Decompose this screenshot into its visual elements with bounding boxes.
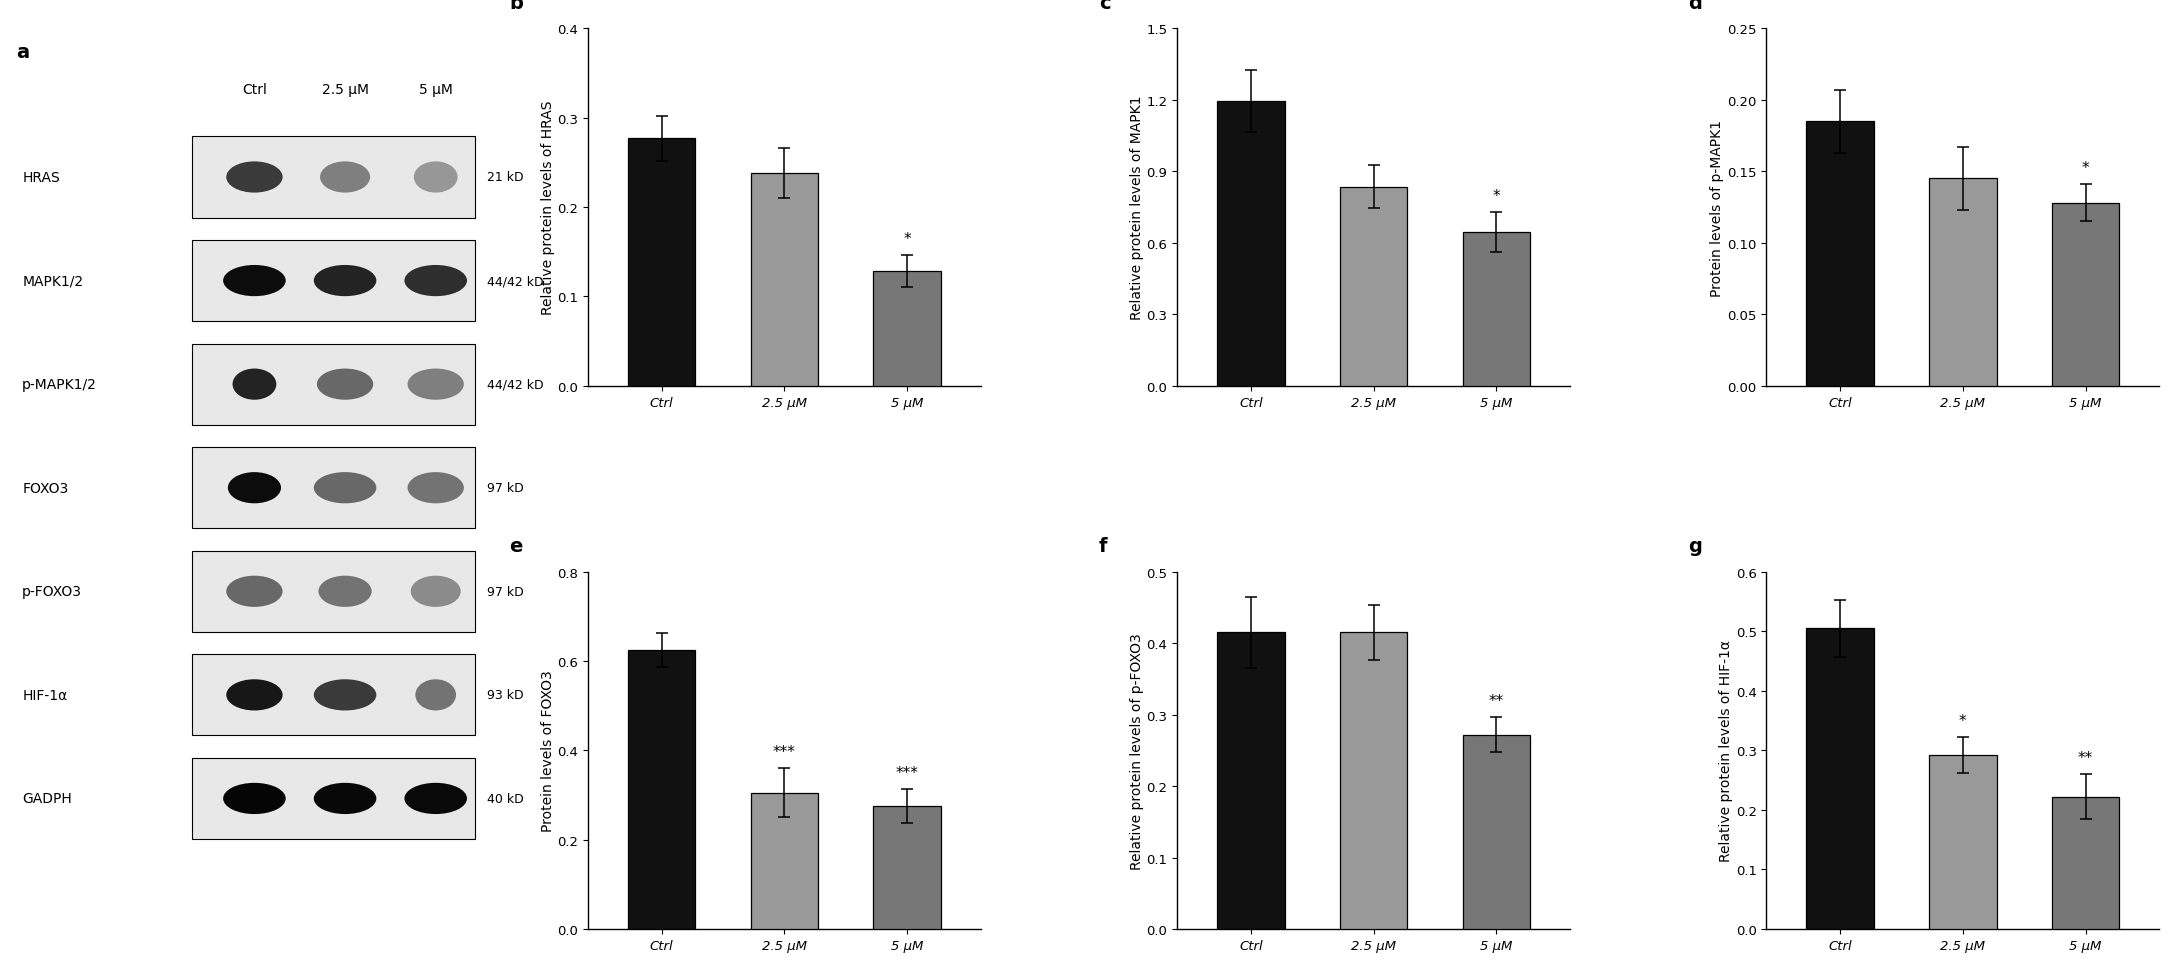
Text: GADPH: GADPH [22, 791, 72, 806]
Bar [1929, 179, 1996, 386]
Bar [751, 174, 818, 386]
Text: ***: *** [773, 744, 796, 760]
Text: Ctrl: Ctrl [243, 83, 267, 97]
Ellipse shape [226, 680, 282, 711]
Ellipse shape [315, 472, 375, 504]
Y-axis label: Relative protein levels of HIF-1α: Relative protein levels of HIF-1α [1719, 640, 1734, 862]
Text: ***: *** [896, 766, 918, 780]
Text: *: * [1493, 189, 1499, 203]
Text: g: g [1688, 536, 1701, 556]
Text: 97 kD: 97 kD [486, 585, 523, 599]
FancyBboxPatch shape [193, 137, 475, 218]
Text: HIF-1α: HIF-1α [22, 689, 67, 702]
Text: 93 kD: 93 kD [486, 689, 523, 701]
Text: 44/42 kD: 44/42 kD [486, 275, 542, 288]
Text: d: d [1688, 0, 1701, 13]
Text: b: b [510, 0, 523, 13]
Ellipse shape [228, 472, 282, 504]
Y-axis label: Relative protein levels of HRAS: Relative protein levels of HRAS [540, 101, 556, 315]
Bar [1805, 122, 1873, 386]
Text: FOXO3: FOXO3 [22, 481, 69, 495]
Text: 40 kD: 40 kD [486, 792, 523, 805]
FancyBboxPatch shape [193, 758, 475, 839]
Ellipse shape [319, 576, 371, 607]
Ellipse shape [315, 266, 375, 297]
Bar [2053, 797, 2120, 929]
Bar [872, 807, 942, 929]
Text: a: a [17, 43, 30, 62]
Bar [627, 139, 694, 386]
Text: HRAS: HRAS [22, 171, 61, 185]
Text: 2.5 μM: 2.5 μM [321, 83, 369, 97]
Ellipse shape [232, 369, 276, 400]
Y-axis label: Protein levels of p-MAPK1: Protein levels of p-MAPK1 [1710, 119, 1725, 296]
Text: *: * [903, 232, 911, 247]
Text: **: ** [1489, 693, 1504, 708]
Ellipse shape [408, 472, 464, 504]
Text: 97 kD: 97 kD [486, 482, 523, 495]
Bar [1805, 629, 1873, 929]
Text: e: e [510, 536, 523, 556]
Ellipse shape [414, 680, 456, 711]
FancyBboxPatch shape [193, 552, 475, 632]
Ellipse shape [315, 680, 375, 711]
Bar [1929, 755, 1996, 929]
Ellipse shape [317, 369, 373, 400]
Bar [751, 793, 818, 929]
Ellipse shape [319, 162, 371, 194]
Text: **: ** [2079, 750, 2094, 766]
Ellipse shape [224, 783, 286, 815]
Bar [1339, 633, 1408, 929]
Text: f: f [1098, 536, 1107, 556]
Text: p-FOXO3: p-FOXO3 [22, 585, 82, 599]
Bar [2053, 203, 2120, 386]
Ellipse shape [224, 266, 286, 297]
Y-axis label: Relative protein levels of MAPK1: Relative protein levels of MAPK1 [1131, 96, 1144, 320]
Ellipse shape [410, 576, 460, 607]
Ellipse shape [404, 266, 467, 297]
FancyBboxPatch shape [193, 241, 475, 322]
Bar [872, 272, 942, 386]
FancyBboxPatch shape [193, 448, 475, 529]
Ellipse shape [315, 783, 375, 815]
Text: p-MAPK1/2: p-MAPK1/2 [22, 378, 98, 392]
Text: *: * [1960, 714, 1966, 729]
Bar [1339, 188, 1408, 386]
Ellipse shape [226, 576, 282, 607]
Bar [627, 650, 694, 929]
Bar [1217, 102, 1285, 386]
Ellipse shape [226, 162, 282, 194]
Text: 21 kD: 21 kD [486, 171, 523, 184]
Text: 44/42 kD: 44/42 kD [486, 378, 542, 391]
Y-axis label: Protein levels of FOXO3: Protein levels of FOXO3 [540, 670, 556, 831]
Bar [1217, 633, 1285, 929]
Ellipse shape [408, 369, 464, 400]
Text: MAPK1/2: MAPK1/2 [22, 274, 82, 289]
Text: 5 μM: 5 μM [419, 83, 454, 97]
Bar [1463, 233, 1530, 386]
Ellipse shape [414, 162, 458, 194]
Y-axis label: Relative protein levels of p-FOXO3: Relative protein levels of p-FOXO3 [1131, 633, 1144, 868]
Text: c: c [1098, 0, 1111, 13]
Text: *: * [2081, 161, 2090, 176]
Ellipse shape [404, 783, 467, 815]
FancyBboxPatch shape [193, 654, 475, 735]
Bar [1463, 734, 1530, 929]
FancyBboxPatch shape [193, 344, 475, 425]
